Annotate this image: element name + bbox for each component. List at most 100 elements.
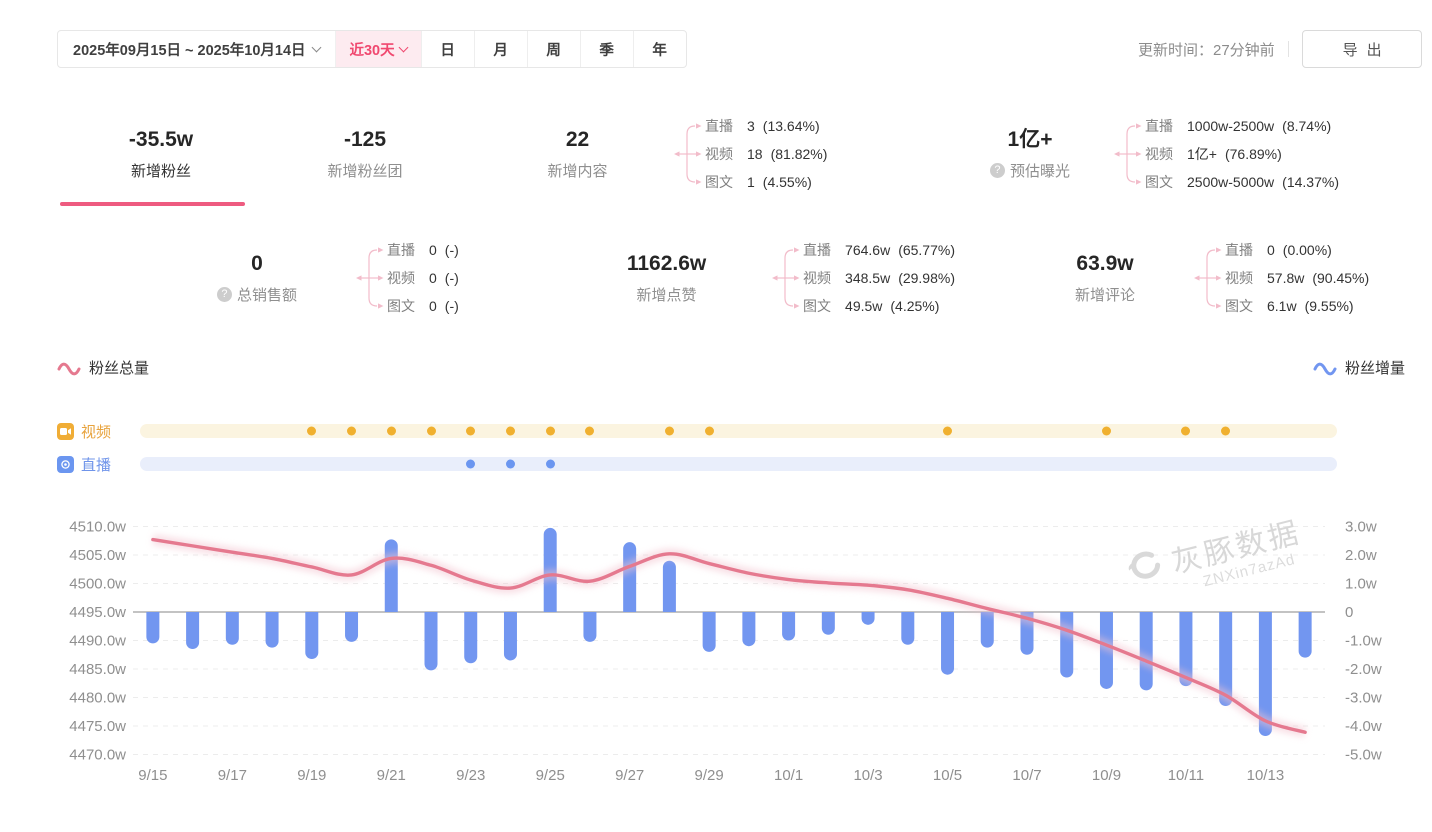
x-axis-tick: 9/21 [377, 767, 406, 784]
stat-new-fans[interactable]: -35.5w 新增粉丝 [57, 102, 265, 206]
stat-label: 总销售额 [236, 287, 297, 304]
timeline-dot [505, 459, 515, 469]
chevron-down-icon [311, 42, 322, 52]
breakdown-row-video: 视频 0 (-) [387, 270, 459, 286]
breakdown-row-video: 视频 18 (81.82%) [705, 146, 828, 162]
tab-quarter[interactable]: 季 [579, 31, 633, 67]
help-icon[interactable]: ? [989, 163, 1005, 178]
video-timeline-text: 视频 [81, 423, 112, 441]
timeline-dot [1181, 426, 1191, 436]
delta-bars [146, 527, 1312, 736]
timeline-dot [545, 459, 555, 469]
tab-week[interactable]: 周 [526, 31, 580, 67]
live-timeline-label: 直播 [57, 455, 112, 474]
stat-breakdown: 直播 1000w-2500w (8.74%) 视频 1亿+ (76.89%) 图文 250… [1111, 112, 1339, 196]
stat-value: 63.9w [1076, 252, 1134, 275]
x-axis-tick: 10/9 [1092, 767, 1121, 784]
left-axis-tick: 4495.0w [69, 604, 126, 621]
breakdown-row-live: 直播 0 (-) [387, 242, 459, 258]
breakdown-row-video: 视频 348.5w (29.98%) [803, 270, 955, 286]
export-button[interactable]: 导出 [1301, 30, 1422, 68]
stat-value: 1亿+ [1007, 128, 1053, 151]
breakdown-row-live: 直播 1000w-2500w (8.74%) [1145, 118, 1332, 134]
left-axis-tick: 4475.0w [69, 718, 126, 735]
wave-icon [1313, 362, 1337, 375]
x-axis-tick: 10/7 [1012, 767, 1041, 784]
x-axis-tick: 9/17 [218, 767, 247, 784]
left-axis-tick: 4510.0w [69, 519, 126, 536]
stat-label: 新增点赞 [636, 287, 697, 304]
date-range-selector[interactable]: 2025年09月15日 ~ 2025年10月14日 [58, 31, 335, 67]
stat-value: 1162.6w [626, 252, 707, 275]
left-axis-tick: 4490.0w [69, 633, 126, 650]
stat-label: 新增内容 [547, 163, 608, 180]
breakdown-row-live: 直播 0 (0.00%) [1225, 242, 1332, 258]
breakdown-connector [1111, 112, 1145, 196]
stat-value: -35.5w [128, 128, 194, 151]
quick-range-label: 近30天 [349, 42, 395, 59]
timeline-dot [505, 426, 515, 436]
breakdown-row-image: 图文 1 (4.55%) [705, 174, 812, 190]
stat-new-content: 22 新增内容 直播 3 (13.64%) 视频 18 (81.82%) 图文 1 (4.5… [465, 102, 955, 206]
stat-label: 新增评论 [1074, 287, 1135, 304]
x-axis-tick: 9/19 [297, 767, 326, 784]
breakdown-row-image: 图文 6.1w (9.55%) [1225, 298, 1354, 314]
stat-breakdown: 直播 764.6w (65.77%) 视频 348.5w (29.98%) 图文 49.5… [769, 236, 955, 320]
tab-day[interactable]: 日 [420, 31, 474, 67]
timeline-dot [466, 459, 476, 469]
wave-icon [57, 362, 81, 375]
divider [1287, 41, 1289, 57]
x-axis-tick: 9/25 [536, 767, 565, 784]
stat-label: 新增粉丝 [130, 163, 191, 180]
stat-total-sales: 0 ? 总销售额 直播 0 (-) 视频 0 (-) 图文 0 (-) [57, 232, 490, 324]
stats-section: -35.5w 新增粉丝 -125 新增粉丝团 22 新增内容 [57, 102, 1432, 324]
live-timeline-row: 直播 [0, 455, 1432, 474]
x-axis-tick: 9/29 [695, 767, 724, 784]
stat-new-comments: 63.9w 新增评论 直播 0 (0.00%) 视频 57.8w (90.45%) 图文… [955, 232, 1432, 324]
stat-label: 预估曝光 [1009, 163, 1070, 180]
live-icon [57, 455, 74, 473]
right-axis-tick: 0 [1345, 604, 1353, 621]
video-timeline-row: 视频 [0, 422, 1432, 441]
stat-estimated-exposure: 1亿+ ? 预估曝光 直播 1000w-2500w (8.74%) 视频 1亿+ (76… [955, 102, 1432, 206]
video-timeline-label: 视频 [57, 422, 112, 441]
quick-range-selector[interactable]: 近30天 [334, 31, 421, 67]
timeline-dot [1101, 426, 1111, 436]
right-axis-tick: -4.0w [1345, 718, 1382, 735]
live-timeline-text: 直播 [81, 456, 112, 474]
breakdown-connector [353, 236, 387, 320]
breakdown-row-live: 直播 764.6w (65.77%) [803, 242, 955, 258]
live-timeline-track [140, 457, 1337, 471]
tab-month[interactable]: 月 [473, 31, 527, 67]
video-timeline-track [140, 424, 1337, 438]
breakdown-row-video: 视频 57.8w (90.45%) [1225, 270, 1370, 286]
timeline-dot [704, 426, 714, 436]
help-icon[interactable]: ? [216, 287, 232, 302]
fans-trend-chart: 4510.0w 4505.0w 4500.0w 4495.0w 4490.0w 4485.… [69, 519, 1382, 785]
chart-legend: 粉丝总量 粉丝增量 [57, 357, 1405, 378]
stat-new-fanclub[interactable]: -125 新增粉丝团 [265, 102, 465, 206]
right-axis-tick: -5.0w [1345, 747, 1382, 764]
x-axis-tick: 10/3 [853, 767, 882, 784]
video-icon [57, 422, 74, 440]
legend-fans-total[interactable]: 粉丝总量 [57, 357, 149, 378]
tab-year[interactable]: 年 [632, 31, 686, 67]
timeline-dot [545, 426, 555, 436]
left-axis-tick: 4470.0w [69, 747, 126, 764]
breakdown-row-image: 图文 49.5w (4.25%) [803, 298, 940, 314]
timeline-dot [307, 426, 317, 436]
x-axis-tick: 10/11 [1168, 767, 1204, 784]
right-axis-tick: -1.0w [1345, 633, 1382, 650]
update-time: 更新时间：27分钟前 [1138, 41, 1275, 59]
right-axis-tick: -2.0w [1345, 661, 1382, 678]
timeline-dot [664, 426, 674, 436]
legend-label: 粉丝总量 [89, 360, 150, 377]
breakdown-connector [769, 236, 803, 320]
left-axis-tick: 4500.0w [69, 576, 126, 593]
left-axis-tick: 4505.0w [69, 547, 126, 564]
legend-fans-delta[interactable]: 粉丝增量 [1313, 357, 1405, 378]
x-axis-tick: 9/23 [456, 767, 485, 784]
date-range-text: 2025年09月15日 ~ 2025年10月14日 [73, 42, 306, 59]
left-axis-tick: 4485.0w [69, 661, 126, 678]
timeline-dot [426, 426, 436, 436]
